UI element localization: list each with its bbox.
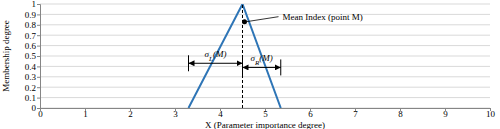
plot-area <box>189 4 281 108</box>
tick-mark <box>37 98 40 99</box>
tick: 1 <box>83 108 88 119</box>
tick-label: 0.5 <box>25 51 37 61</box>
tick: 0.8 <box>25 20 40 30</box>
grid-line <box>40 14 490 15</box>
tick: 0.7 <box>25 31 40 41</box>
tick: 0.4 <box>25 62 40 72</box>
grid <box>40 4 490 108</box>
tick-label: 0 <box>32 103 37 113</box>
tick-label: 1 <box>32 0 37 9</box>
tick-mark <box>37 46 40 47</box>
tick: 6 <box>308 108 313 119</box>
tick-label: 0.4 <box>25 62 37 72</box>
tick: 9 <box>443 108 448 119</box>
tick-label: 0 <box>38 109 43 119</box>
tick: 5 <box>263 108 268 119</box>
tick-label: 0.2 <box>25 83 36 93</box>
tick-label: 2 <box>128 109 133 119</box>
tick-label: 0.8 <box>25 20 37 30</box>
tick: 7 <box>353 108 358 119</box>
tick-mark <box>37 14 40 15</box>
point-label: Mean Index (point M) <box>283 12 363 22</box>
grid-line <box>40 4 490 5</box>
spread-label: σR(M) <box>251 53 273 67</box>
y-axis: 00.10.20.30.40.50.60.70.80.91 <box>25 0 41 113</box>
tick-label: 0.1 <box>25 93 36 103</box>
spread-bar <box>280 59 281 75</box>
tick-mark <box>37 77 40 78</box>
grid-line <box>40 24 490 25</box>
tick: 3 <box>173 108 178 119</box>
mean-line <box>242 4 243 108</box>
tick-mark <box>37 108 40 109</box>
chart: 01234567891000.10.20.30.40.50.60.70.80.9… <box>0 0 500 129</box>
tick: 0.1 <box>25 93 40 103</box>
tick: 4 <box>218 108 223 119</box>
axis-line <box>37 5 41 109</box>
tick-mark <box>37 25 40 26</box>
spread-bar <box>188 55 189 71</box>
tick: 1 <box>32 0 41 9</box>
tick-mark <box>37 87 40 88</box>
tick-mark <box>37 35 40 36</box>
tick: 0.6 <box>25 41 40 51</box>
tick-label: 9 <box>443 109 448 119</box>
spread-label: σL(M) <box>205 49 227 63</box>
tick: 0.2 <box>25 83 40 93</box>
tick-mark <box>37 56 40 57</box>
grid-line <box>40 35 490 36</box>
tick-label: 5 <box>263 109 268 119</box>
series-line <box>189 4 281 108</box>
tick: 8 <box>398 108 403 119</box>
tick-label: 0.6 <box>25 41 37 51</box>
spread-arrow <box>189 63 243 64</box>
grid-line <box>40 45 490 46</box>
tick: 0 <box>38 108 43 119</box>
tick-mark <box>37 66 40 67</box>
tick-label: 0.7 <box>25 31 37 41</box>
tick-label: 4 <box>218 109 223 119</box>
tick: 2 <box>128 108 133 119</box>
tick-label: 7 <box>353 109 358 119</box>
tick-label: 1 <box>83 109 88 119</box>
tick-label: 6 <box>308 109 313 119</box>
leader-line <box>247 17 279 22</box>
grid-line <box>40 76 490 77</box>
tick-label: 0.3 <box>25 72 37 82</box>
tick-label: 3 <box>173 109 178 119</box>
tick-label: 10 <box>486 109 496 119</box>
tick: 10 <box>486 108 496 119</box>
mean-point <box>242 19 247 24</box>
tick: 0.9 <box>25 10 40 20</box>
tick: 0 <box>32 103 41 113</box>
grid-line <box>40 87 490 88</box>
x-axis-title: X (Parameter importance degree) <box>205 120 325 129</box>
tick-mark <box>37 4 40 5</box>
spread-arrow <box>243 67 281 68</box>
y-axis-title: Membership degree <box>1 20 11 92</box>
x-axis: 0 1 2 3 4 5 6 7 8 9 10 <box>38 108 495 119</box>
grid-line <box>40 97 490 98</box>
spread-bar <box>242 59 243 75</box>
tick-label: 0.9 <box>25 10 37 20</box>
tick: 0.5 <box>25 51 40 61</box>
tick-label: 8 <box>398 109 403 119</box>
tick: 0.3 <box>25 72 40 82</box>
